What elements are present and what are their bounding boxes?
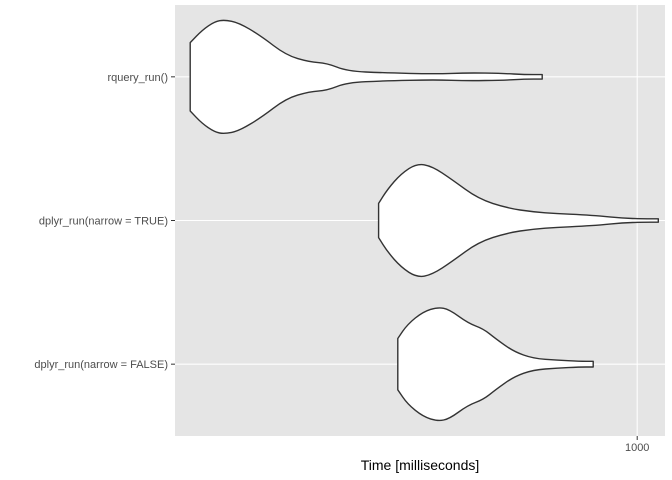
x-axis-title: Time [milliseconds] xyxy=(361,457,480,473)
violins xyxy=(189,19,659,422)
violin-0 xyxy=(189,19,543,134)
y-tick-label: rquery_run() xyxy=(107,72,168,84)
y-tick-label: dplyr_run(narrow = FALSE) xyxy=(34,359,168,371)
x-axis: 1000 xyxy=(625,436,649,454)
y-axis: rquery_run() dplyr_run(narrow = TRUE) dply… xyxy=(34,72,175,371)
violin-1 xyxy=(377,163,659,278)
violin-2 xyxy=(397,307,594,422)
x-tick-label: 1000 xyxy=(625,442,649,454)
y-tick-label: dplyr_run(narrow = TRUE) xyxy=(39,216,168,228)
